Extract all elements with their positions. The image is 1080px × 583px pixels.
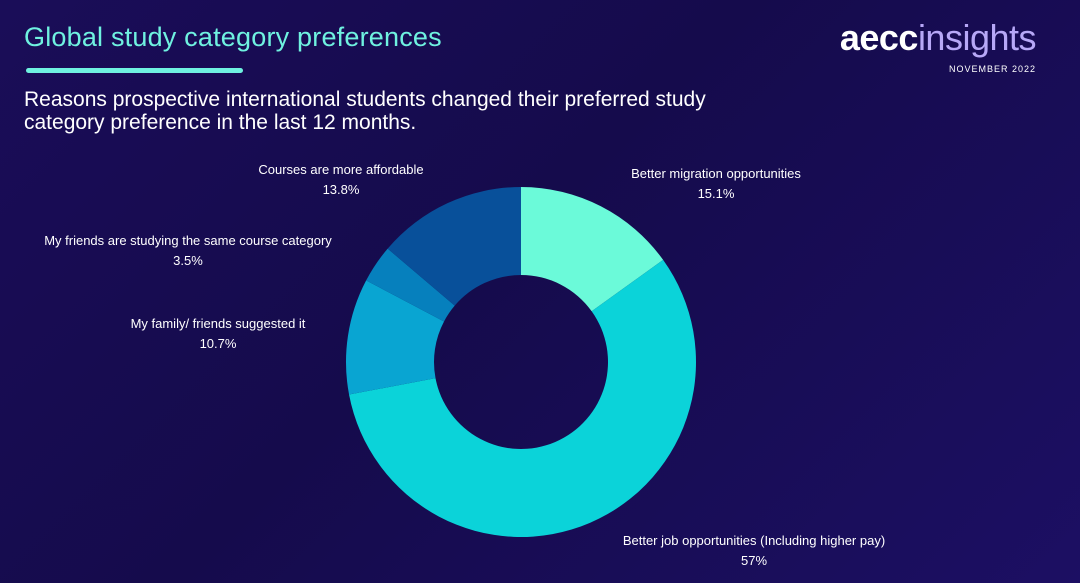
donut-slice	[387, 187, 521, 306]
donut-slice	[521, 187, 664, 312]
slice-value-label: 10.7%	[200, 336, 237, 351]
chart-subtitle: Reasons prospective international studen…	[24, 88, 706, 134]
slice-category-label: Better job opportunities (Including high…	[623, 533, 885, 548]
donut-slice	[349, 259, 696, 538]
slice-value-label: 3.5%	[173, 253, 203, 268]
slice-category-label: My friends are studying the same course …	[44, 233, 332, 248]
brand-logo: aeccinsights	[839, 16, 1037, 60]
brand-name-insights: insights	[917, 17, 1037, 58]
slice-category-label: Better migration opportunities	[631, 166, 801, 181]
brand-block: aeccinsights NOVEMBER 2022	[839, 16, 1037, 74]
slice-value-label: 13.8%	[323, 182, 360, 197]
slice-labels: Better migration opportunities 15.1% Bette…	[44, 162, 885, 568]
slice-category-label: My family/ friends suggested it	[131, 316, 306, 331]
donut-slices	[346, 187, 696, 538]
slice-value-label: 15.1%	[698, 186, 735, 201]
title-underline	[26, 68, 243, 73]
brand-name-aecc: aecc	[839, 17, 919, 58]
slice-category-label: Courses are more affordable	[258, 162, 423, 177]
donut-slice	[346, 280, 445, 395]
slice-value-label: 57%	[741, 553, 767, 568]
page-title: Global study category preferences	[24, 22, 442, 52]
report-date: NOVEMBER 2022	[948, 64, 1036, 74]
donut-slice	[366, 248, 455, 322]
